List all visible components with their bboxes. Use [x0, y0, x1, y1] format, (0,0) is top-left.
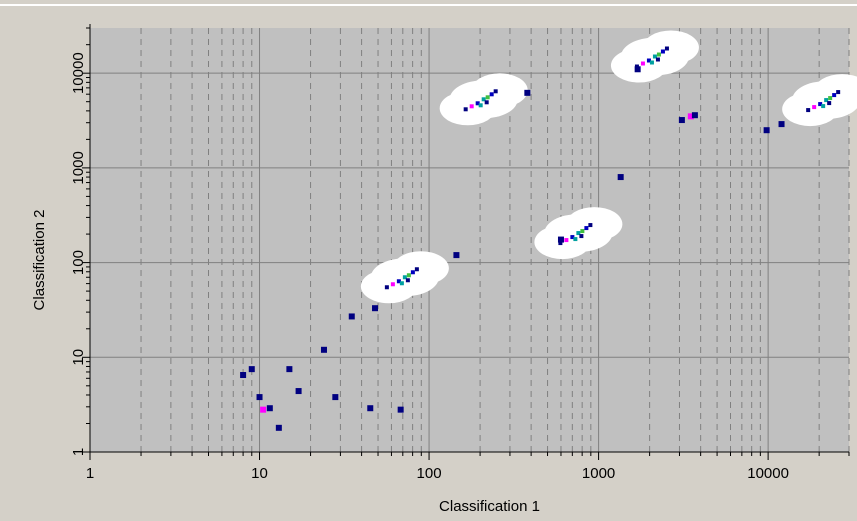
- cluster-point: [660, 49, 665, 54]
- data-point: [687, 113, 694, 120]
- cluster-point: [570, 235, 575, 240]
- cluster-point: [493, 89, 498, 94]
- y-tick-label: 10: [70, 349, 87, 366]
- data-point: [691, 112, 698, 119]
- cluster-point: [656, 52, 661, 57]
- cluster-point: [579, 234, 584, 239]
- data-point: [240, 372, 247, 379]
- cluster-point: [469, 104, 474, 109]
- grid-lines: [90, 28, 850, 452]
- cluster-point: [828, 96, 833, 101]
- cluster-point: [478, 103, 483, 108]
- x-axis-title: Classification 1: [439, 498, 540, 515]
- cluster-point: [402, 275, 407, 280]
- y-tick-label: 10000: [70, 52, 87, 94]
- cluster-point: [573, 237, 578, 242]
- data-point: [266, 405, 273, 412]
- data-point: [348, 313, 355, 320]
- cluster-point: [564, 238, 569, 243]
- y-tick-label: 1000: [70, 151, 87, 184]
- cluster-point: [827, 101, 832, 106]
- data-point: [763, 127, 770, 134]
- cluster-point: [485, 95, 490, 100]
- cluster-point: [484, 100, 489, 105]
- cluster-point: [576, 231, 581, 236]
- data-point: [367, 405, 374, 412]
- x-tick-label: 1000: [582, 465, 615, 482]
- cluster-point: [396, 279, 401, 284]
- data-point: [286, 366, 293, 373]
- data-point: [397, 406, 404, 413]
- y-axis-title: Classification 2: [31, 210, 48, 311]
- cluster-point: [818, 102, 823, 107]
- x-tick-label: 10: [251, 465, 268, 482]
- cluster-point: [414, 267, 419, 272]
- cluster-point: [463, 107, 468, 112]
- data-point: [260, 406, 267, 413]
- cluster-point: [584, 226, 589, 231]
- cluster-point: [821, 104, 826, 109]
- cluster-point: [475, 101, 480, 106]
- cluster-point: [832, 93, 837, 98]
- cluster-point: [384, 285, 389, 290]
- cluster-point: [390, 282, 395, 287]
- cluster-point: [410, 270, 415, 275]
- data-point: [678, 117, 685, 124]
- scatter-points: [240, 66, 785, 431]
- cluster-point: [664, 46, 669, 51]
- data-point: [372, 305, 379, 312]
- cluster-point: [405, 278, 410, 283]
- cluster-point: [481, 97, 486, 102]
- cluster-point: [580, 229, 585, 234]
- cluster-point: [640, 61, 645, 66]
- cluster-point: [812, 105, 817, 110]
- data-point: [248, 366, 255, 373]
- cluster-point: [558, 241, 563, 246]
- axes: [82, 24, 850, 460]
- window-top-border: [0, 4, 857, 6]
- x-tick-label: 100: [417, 465, 442, 482]
- data-point: [634, 66, 641, 73]
- cluster-point: [655, 57, 660, 62]
- data-point: [778, 121, 785, 128]
- x-tick-label: 10000: [747, 465, 789, 482]
- cluster-point: [824, 98, 829, 103]
- data-point: [256, 394, 263, 401]
- y-tick-label: 100: [70, 250, 87, 275]
- tick-labels: 1 10 100 1000 10000 1 10 100 1000 10000: [70, 52, 789, 482]
- data-point: [295, 388, 302, 395]
- y-tick-label: 1: [70, 448, 87, 456]
- cluster-point: [649, 60, 654, 65]
- data-point: [557, 236, 564, 243]
- data-point: [524, 89, 531, 96]
- x-tick-label: 1: [86, 465, 94, 482]
- data-point: [453, 252, 460, 259]
- cluster-point: [406, 273, 411, 278]
- cluster-point: [646, 58, 651, 63]
- cluster-point: [652, 54, 657, 59]
- cluster-point: [806, 108, 811, 113]
- cluster-points: [384, 46, 841, 290]
- cluster-point: [399, 281, 404, 286]
- cluster-point: [588, 223, 593, 228]
- cluster-point: [836, 90, 841, 95]
- data-point: [320, 346, 327, 353]
- cluster-point: [489, 92, 494, 97]
- data-point: [332, 394, 339, 401]
- data-point: [617, 174, 624, 181]
- data-point: [275, 424, 282, 431]
